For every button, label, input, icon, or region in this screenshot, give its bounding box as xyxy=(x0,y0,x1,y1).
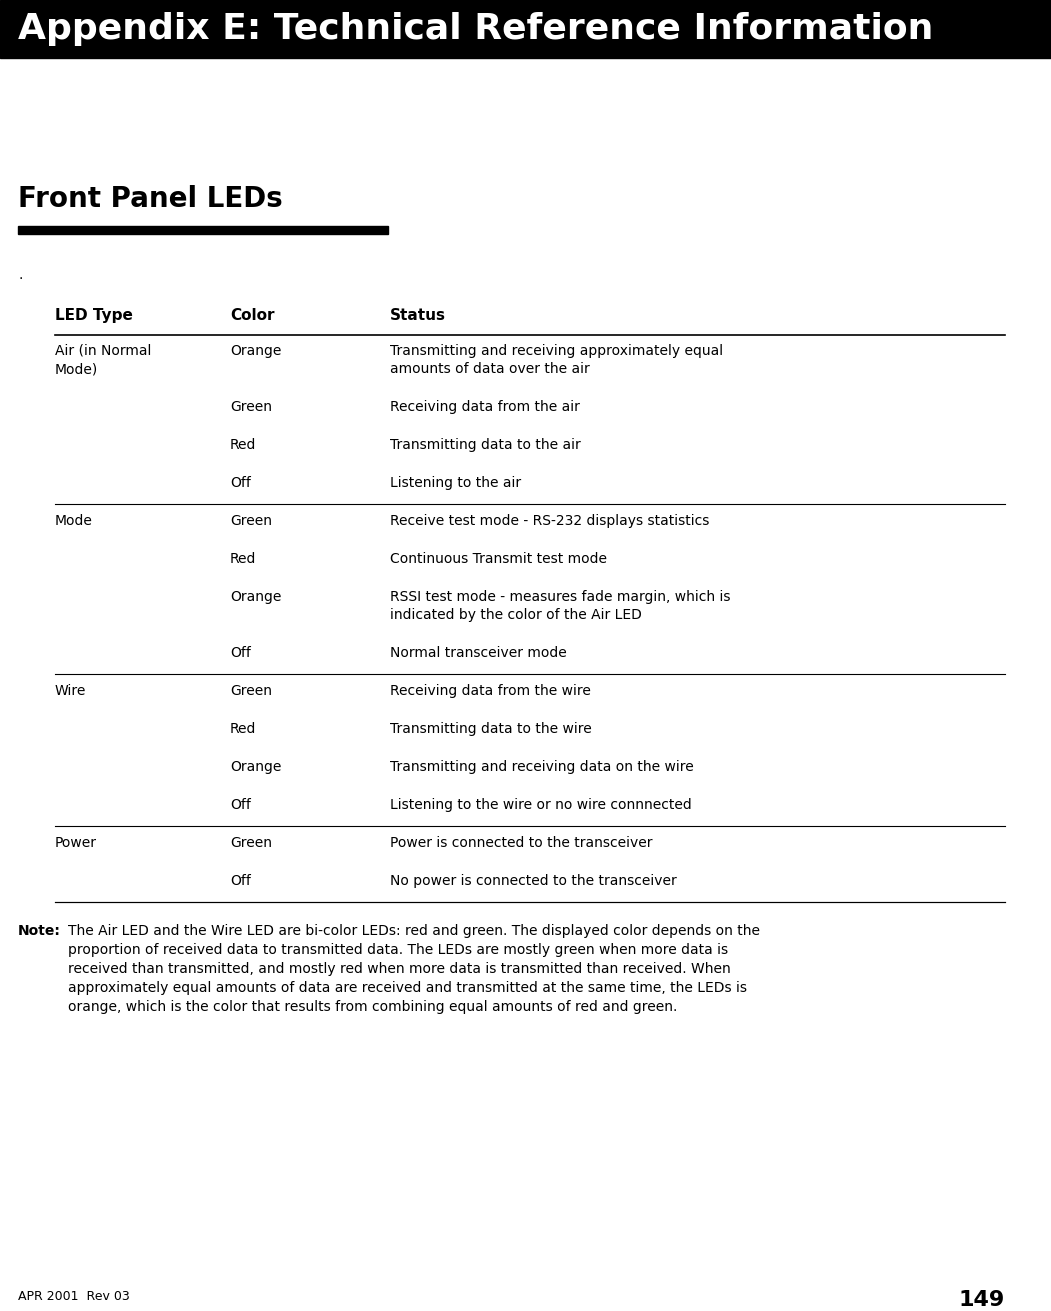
Text: Green: Green xyxy=(230,836,272,850)
Text: Green: Green xyxy=(230,684,272,697)
Text: Power is connected to the transceiver: Power is connected to the transceiver xyxy=(390,836,653,850)
Text: Off: Off xyxy=(230,476,251,490)
Text: Orange: Orange xyxy=(230,343,282,358)
Text: Note:: Note: xyxy=(18,924,61,937)
Text: Receiving data from the wire: Receiving data from the wire xyxy=(390,684,591,697)
Text: Red: Red xyxy=(230,722,256,735)
Text: RSSI test mode - measures fade margin, which is
indicated by the color of the Ai: RSSI test mode - measures fade margin, w… xyxy=(390,590,730,621)
Text: Front Panel LEDs: Front Panel LEDs xyxy=(18,185,283,212)
Text: Red: Red xyxy=(230,552,256,566)
Text: Orange: Orange xyxy=(230,760,282,773)
Text: Red: Red xyxy=(230,438,256,452)
Text: Transmitting data to the wire: Transmitting data to the wire xyxy=(390,722,592,735)
Text: Receive test mode - RS-232 displays statistics: Receive test mode - RS-232 displays stat… xyxy=(390,514,709,528)
Text: Receiving data from the air: Receiving data from the air xyxy=(390,400,580,414)
Text: APR 2001  Rev 03: APR 2001 Rev 03 xyxy=(18,1290,129,1303)
Text: Color: Color xyxy=(230,308,274,323)
Text: Power: Power xyxy=(55,836,97,850)
Text: Air (in Normal
Mode): Air (in Normal Mode) xyxy=(55,343,151,376)
Text: Listening to the air: Listening to the air xyxy=(390,476,521,490)
Text: Off: Off xyxy=(230,798,251,812)
Text: Normal transceiver mode: Normal transceiver mode xyxy=(390,646,566,659)
Text: No power is connected to the transceiver: No power is connected to the transceiver xyxy=(390,874,677,888)
Text: Green: Green xyxy=(230,400,272,414)
Text: Listening to the wire or no wire connnected: Listening to the wire or no wire connnec… xyxy=(390,798,692,812)
Text: 149: 149 xyxy=(959,1290,1005,1310)
Text: Status: Status xyxy=(390,308,446,323)
Bar xyxy=(18,225,388,233)
Text: Transmitting data to the air: Transmitting data to the air xyxy=(390,438,581,452)
Text: Off: Off xyxy=(230,646,251,659)
Text: Transmitting and receiving approximately equal
amounts of data over the air: Transmitting and receiving approximately… xyxy=(390,343,723,376)
Bar xyxy=(0,0,1051,58)
Text: .: . xyxy=(18,267,22,282)
Text: Wire: Wire xyxy=(55,684,86,697)
Text: Continuous Transmit test mode: Continuous Transmit test mode xyxy=(390,552,607,566)
Text: Mode: Mode xyxy=(55,514,92,528)
Text: Green: Green xyxy=(230,514,272,528)
Text: Orange: Orange xyxy=(230,590,282,604)
Text: Off: Off xyxy=(230,874,251,888)
Text: LED Type: LED Type xyxy=(55,308,132,323)
Text: The Air LED and the Wire LED are bi-color LEDs: red and green. The displayed col: The Air LED and the Wire LED are bi-colo… xyxy=(68,924,760,1013)
Text: Appendix E: Technical Reference Information: Appendix E: Technical Reference Informat… xyxy=(18,12,933,46)
Text: Transmitting and receiving data on the wire: Transmitting and receiving data on the w… xyxy=(390,760,694,773)
